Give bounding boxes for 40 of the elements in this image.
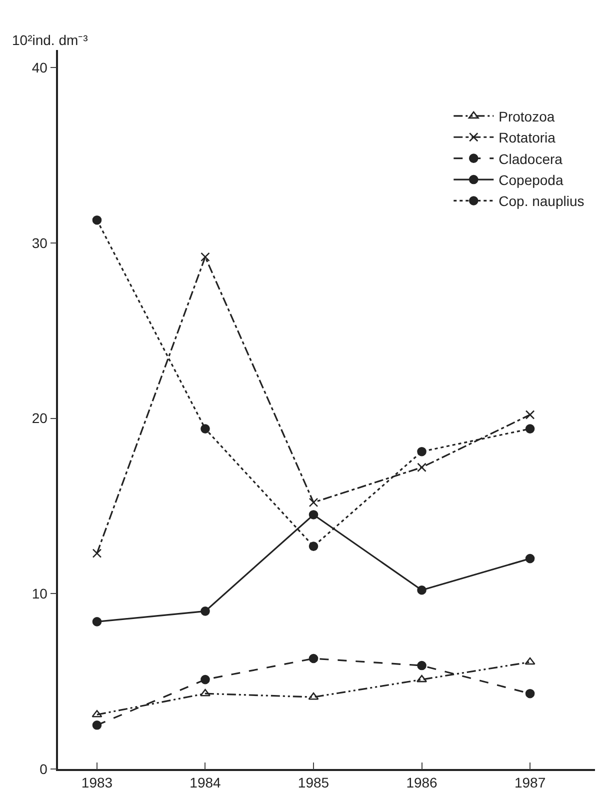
point xyxy=(308,498,318,508)
point xyxy=(308,654,318,664)
point xyxy=(525,410,535,420)
y-tick-label: 20 xyxy=(32,410,48,426)
x-tick-label: 1983 xyxy=(81,774,113,791)
point xyxy=(308,542,318,551)
point xyxy=(417,585,426,595)
point xyxy=(417,446,426,456)
point xyxy=(308,692,319,700)
point xyxy=(417,462,426,472)
point xyxy=(417,660,426,670)
x-tick-label: 1985 xyxy=(298,774,330,791)
x-tick-label: 1987 xyxy=(514,774,546,791)
y-tick-label: 0 xyxy=(40,760,48,777)
point xyxy=(525,424,535,434)
legend-label: Cladocera xyxy=(498,150,563,167)
point xyxy=(200,424,210,434)
point xyxy=(525,554,535,564)
legend-label: Copepoda xyxy=(498,172,564,188)
point xyxy=(92,710,102,718)
y-tick-label: 40 xyxy=(32,59,48,76)
point xyxy=(524,657,536,665)
y-tick-label: 10 xyxy=(32,586,48,602)
point xyxy=(92,720,102,730)
point xyxy=(92,548,102,558)
point xyxy=(525,688,535,698)
y-axis-title: 10²ind. dm⁻³ xyxy=(12,32,88,48)
x-tick-label: 1984 xyxy=(190,774,222,791)
legend-label: Rotatoria xyxy=(498,130,556,146)
x-tick-label: 1986 xyxy=(406,774,438,791)
point xyxy=(200,252,210,262)
point xyxy=(200,674,210,684)
point xyxy=(92,617,102,626)
point xyxy=(308,510,318,520)
point xyxy=(416,674,428,682)
legend-label: Cop. nauplius xyxy=(498,193,584,210)
legend-label: Protozoa xyxy=(498,108,555,124)
y-tick-label: 30 xyxy=(32,234,48,251)
point xyxy=(200,606,210,616)
point xyxy=(92,215,102,225)
